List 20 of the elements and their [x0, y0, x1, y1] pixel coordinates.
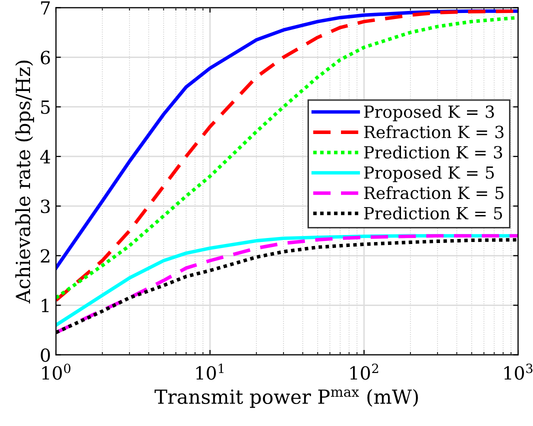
x-tick-label: 10$^{0}$	[42, 364, 70, 380]
legend-label: Proposed K = 5	[364, 166, 494, 182]
legend-label: Prediction K = 5	[364, 206, 502, 220]
y-tick-label: 2	[40, 249, 50, 263]
x-tick-label: 10$^{3}$	[504, 364, 532, 380]
legend-label: Proposed K = 3	[364, 105, 494, 122]
y-tick-label: 5	[41, 100, 50, 114]
y-tick-label: 4	[40, 150, 50, 164]
legend-label: Refraction K = 3	[364, 125, 504, 138]
y-tick-label: 1	[42, 298, 49, 312]
y-axis-title: Achievable rate (bps/Hz)	[15, 60, 34, 304]
y-tick-label: 6	[40, 50, 50, 64]
y-tick-label: 0	[40, 348, 50, 362]
legend-label: Prediction K = 3	[364, 146, 502, 159]
x-tick-label: 10$^{1}$	[196, 364, 224, 380]
x-tick-label: 10$^{2}$	[350, 364, 378, 380]
legend-label: Refraction K = 5	[364, 186, 504, 200]
y-tick-label: 3	[40, 200, 50, 214]
y-tick-label: 7	[41, 1, 50, 15]
x-axis-title: Transmit power P$^{max}$ (mW)	[154, 389, 418, 408]
